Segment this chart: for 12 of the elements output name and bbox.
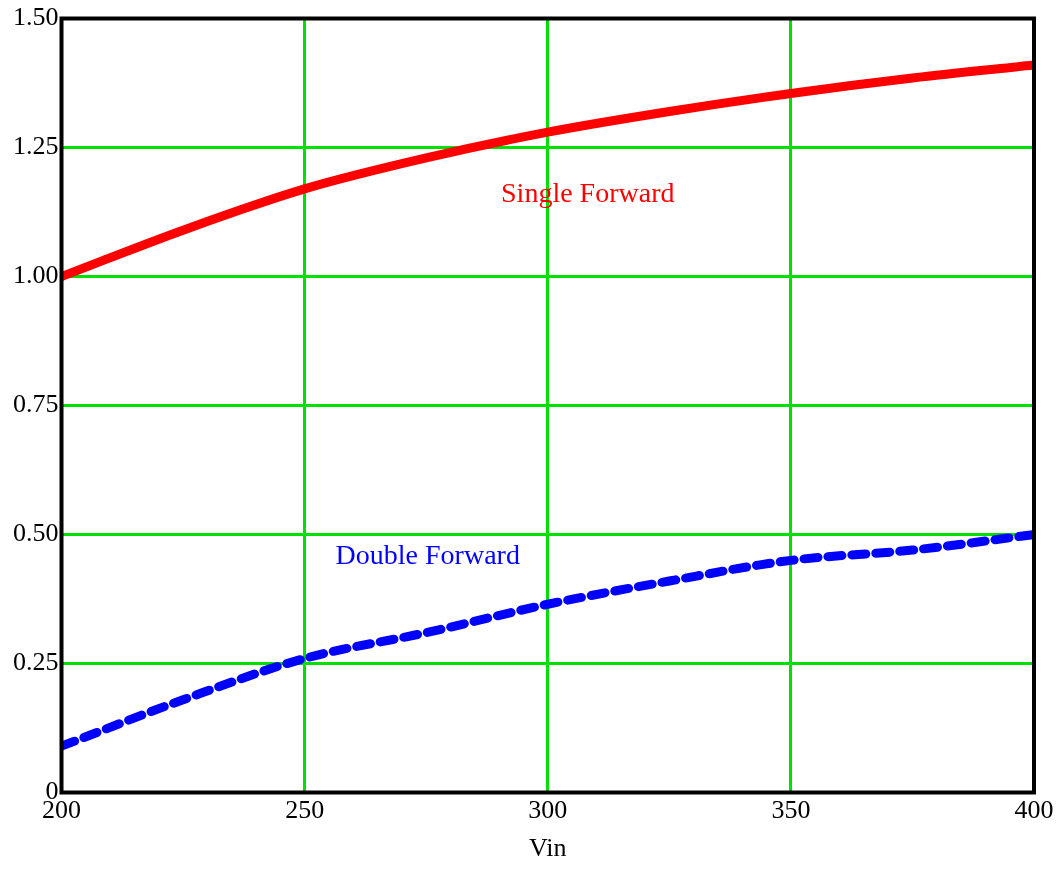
series-label: Double Forward (335, 539, 520, 571)
y-tick-label: 0.50 (13, 518, 59, 548)
x-tick-label: 350 (771, 795, 811, 825)
x-axis-title: Vin (529, 833, 567, 863)
x-tick-label: 400 (1014, 795, 1054, 825)
x-tick-label: 300 (528, 795, 568, 825)
y-tick-label: 1.50 (13, 2, 59, 32)
y-tick-label: 0.75 (13, 389, 59, 419)
x-tick-label: 250 (285, 795, 325, 825)
y-tick-label: 1.25 (13, 131, 59, 161)
y-tick-label: 0.25 (13, 647, 59, 677)
y-tick-label: 1.00 (13, 260, 59, 290)
